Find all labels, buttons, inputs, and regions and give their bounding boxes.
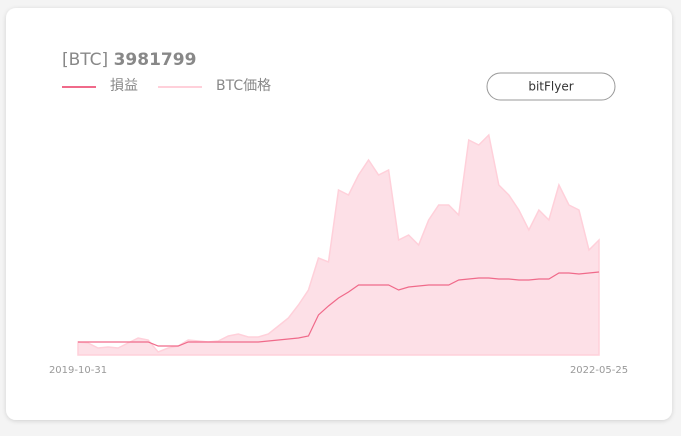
button-label[interactable]: bitFlyer bbox=[528, 80, 573, 94]
title-value: 3981799 bbox=[114, 50, 197, 70]
price-area bbox=[77, 133, 600, 356]
x-tick-label: 2022-05-25 bbox=[570, 365, 628, 376]
plot: 2019-10-31 2022-05-25 bbox=[49, 133, 628, 376]
button-frame[interactable] bbox=[486, 72, 616, 101]
legend-label: BTC価格 bbox=[216, 78, 271, 94]
exchange-button[interactable]: bitFlyer bbox=[486, 72, 616, 101]
chart-title: [BTC] 3981799 bbox=[62, 50, 196, 70]
profit-line bbox=[78, 271, 600, 347]
legend-label: 損益 bbox=[110, 78, 138, 94]
x-tick-label: 2019-10-31 bbox=[49, 365, 107, 376]
title-prefix: [BTC] bbox=[62, 50, 108, 70]
